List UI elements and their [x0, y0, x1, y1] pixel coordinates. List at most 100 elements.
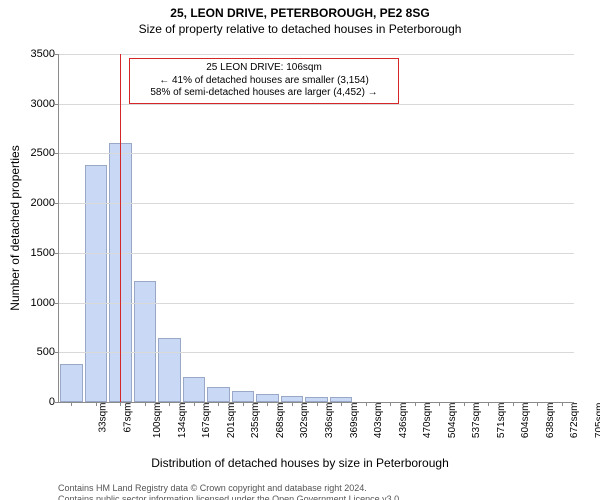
annotation-box: 25 LEON DRIVE: 106sqm← 41% of detached h…: [129, 58, 399, 104]
y-tick-label: 2500: [31, 147, 59, 159]
gridline: [59, 203, 574, 204]
y-tick-label: 0: [49, 396, 59, 408]
histogram-bar: [183, 377, 206, 402]
x-tick-mark: [390, 402, 391, 406]
x-tick-label: 604sqm: [520, 403, 531, 439]
footer-line-1: Contains HM Land Registry data © Crown c…: [58, 483, 402, 493]
bar-slot: [378, 54, 403, 402]
bar-slot: [402, 54, 427, 402]
bar-slot: [280, 54, 305, 402]
bar-slot: [206, 54, 231, 402]
x-tick-label: 705sqm: [594, 403, 600, 439]
chart-subtitle: Size of property relative to detached ho…: [0, 22, 600, 36]
x-tick-label: 33sqm: [98, 403, 109, 433]
histogram-bar: [158, 338, 181, 402]
gridline: [59, 253, 574, 254]
x-tick-mark: [194, 402, 195, 406]
x-tick-mark: [317, 402, 318, 406]
x-tick-mark: [145, 402, 146, 406]
x-tick-mark: [218, 402, 219, 406]
gridline: [59, 303, 574, 304]
y-tick-label: 500: [37, 346, 59, 358]
histogram-bar: [207, 387, 230, 402]
y-tick-label: 3000: [31, 98, 59, 110]
x-tick-mark: [562, 402, 563, 406]
x-tick-label: 268sqm: [275, 403, 286, 439]
bar-slot: [59, 54, 84, 402]
x-tick-label: 403sqm: [373, 403, 384, 439]
bar-slot: [353, 54, 378, 402]
histogram-bar: [232, 391, 255, 402]
property-marker-line: [120, 54, 121, 402]
x-tick-label: 537sqm: [471, 403, 482, 439]
bar-slot: [84, 54, 109, 402]
y-tick-label: 3500: [31, 48, 59, 60]
histogram-bar: [60, 364, 83, 402]
x-tick-label: 672sqm: [569, 403, 580, 439]
x-axis-label: Distribution of detached houses by size …: [0, 456, 600, 470]
annotation-line: 58% of semi-detached houses are larger (…: [135, 87, 393, 100]
chart-page: 25, LEON DRIVE, PETERBOROUGH, PE2 8SG Si…: [0, 6, 600, 500]
bar-slot: [525, 54, 550, 402]
x-tick-label: 67sqm: [122, 403, 133, 433]
x-tick-mark: [243, 402, 244, 406]
gridline: [59, 153, 574, 154]
footer-line-2: Contains public sector information licen…: [58, 494, 402, 500]
y-tick-label: 1000: [31, 297, 59, 309]
y-tick-label: 1500: [31, 247, 59, 259]
annotation-line: 25 LEON DRIVE: 106sqm: [135, 62, 393, 75]
bar-slot: [133, 54, 158, 402]
annotation-line: ← 41% of detached houses are smaller (3,…: [135, 75, 393, 88]
bars-layer: [59, 54, 574, 402]
x-tick-mark: [513, 402, 514, 406]
gridline: [59, 104, 574, 105]
x-tick-mark: [537, 402, 538, 406]
x-tick-label: 436sqm: [398, 403, 409, 439]
x-tick-mark: [341, 402, 342, 406]
x-tick-mark: [488, 402, 489, 406]
x-tick-label: 571sqm: [496, 403, 507, 439]
x-tick-mark: [71, 402, 72, 406]
x-tick-label: 470sqm: [422, 403, 433, 439]
bar-slot: [550, 54, 575, 402]
bar-slot: [452, 54, 477, 402]
x-tick-label: 302sqm: [300, 403, 311, 439]
x-tick-mark: [415, 402, 416, 406]
x-tick-label: 504sqm: [447, 403, 458, 439]
x-tick-label: 235sqm: [250, 403, 261, 439]
x-tick-mark: [169, 402, 170, 406]
bar-slot: [329, 54, 354, 402]
histogram-bar: [256, 394, 279, 402]
x-tick-mark: [366, 402, 367, 406]
bar-slot: [231, 54, 256, 402]
x-tick-label: 336sqm: [324, 403, 335, 439]
histogram-bar: [85, 165, 108, 402]
gridline: [59, 54, 574, 55]
histogram-bar: [134, 281, 157, 402]
bar-slot: [501, 54, 526, 402]
x-tick-mark: [439, 402, 440, 406]
x-tick-label: 201sqm: [226, 403, 237, 439]
y-axis-label: Number of detached properties: [8, 145, 22, 310]
bar-slot: [157, 54, 182, 402]
bar-slot: [427, 54, 452, 402]
footer-attribution: Contains HM Land Registry data © Crown c…: [58, 483, 402, 500]
x-tick-mark: [267, 402, 268, 406]
bar-slot: [304, 54, 329, 402]
x-tick-mark: [120, 402, 121, 406]
x-tick-mark: [464, 402, 465, 406]
gridline: [59, 352, 574, 353]
plot-area: 050010001500200025003000350033sqm67sqm10…: [58, 54, 574, 403]
chart-title: 25, LEON DRIVE, PETERBOROUGH, PE2 8SG: [0, 6, 600, 20]
x-tick-mark: [96, 402, 97, 406]
bar-slot: [476, 54, 501, 402]
x-tick-mark: [292, 402, 293, 406]
bar-slot: [182, 54, 207, 402]
x-tick-label: 134sqm: [177, 403, 188, 439]
x-tick-label: 100sqm: [152, 403, 163, 439]
x-tick-label: 369sqm: [349, 403, 360, 439]
bar-slot: [255, 54, 280, 402]
x-tick-label: 167sqm: [201, 403, 212, 439]
y-tick-label: 2000: [31, 197, 59, 209]
x-tick-label: 638sqm: [545, 403, 556, 439]
